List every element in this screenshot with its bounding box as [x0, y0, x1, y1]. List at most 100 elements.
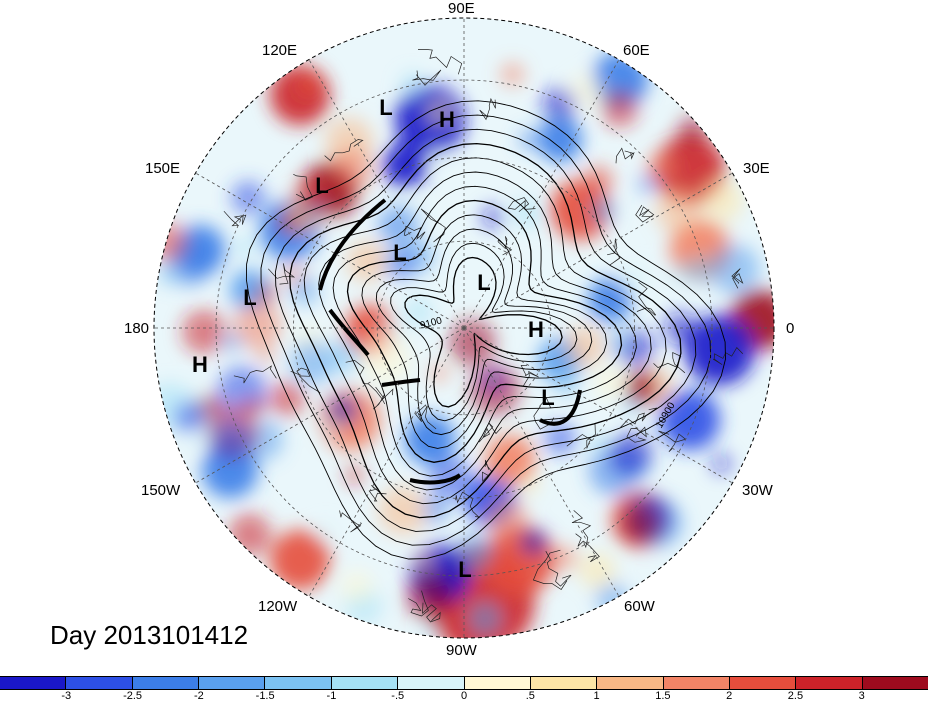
anomaly-blob [315, 521, 336, 542]
longitude-label: 30W [742, 482, 773, 499]
anomaly-blob [542, 86, 578, 123]
high-pressure-label: H [192, 352, 208, 377]
colorbar-tick-label: -2.5 [123, 690, 143, 702]
colorbar-tick-label: 2 [726, 690, 733, 702]
anomaly-blob [270, 530, 330, 590]
anomaly-blob [429, 363, 449, 383]
colorbar-tick-label: -3 [61, 690, 72, 702]
anomaly-blob [258, 347, 275, 364]
coastline [420, 208, 446, 243]
anomaly-blob [670, 263, 688, 281]
meridian-line [463, 327, 620, 597]
height-contour [390, 242, 578, 422]
anomaly-blob [563, 325, 606, 368]
anomaly-blob [158, 265, 178, 285]
latitude-circle [376, 240, 552, 416]
coastline [533, 397, 555, 430]
anomaly-blob [588, 278, 632, 322]
anomaly-blob [646, 152, 675, 182]
anomaly-blob [427, 99, 453, 124]
colorbar-box [663, 677, 730, 689]
coastline [293, 173, 313, 201]
jet-streak-contour [318, 198, 387, 291]
anomaly-blob [405, 415, 455, 465]
coastline [571, 510, 592, 549]
anomaly-blob [449, 319, 496, 366]
coastline [290, 367, 321, 394]
coastline [478, 422, 502, 443]
anomaly-blob [583, 165, 614, 196]
anomaly-blob [519, 130, 539, 150]
height-contour [332, 185, 637, 477]
longitude-label: 30E [743, 160, 770, 177]
coastline [507, 197, 536, 212]
longitude-label: 60E [623, 42, 650, 59]
meridian-line [195, 172, 465, 329]
anomaly-blob [270, 65, 330, 125]
colorbar-box [597, 677, 664, 689]
colorbar-box [66, 677, 133, 689]
colorbar-box [265, 677, 332, 689]
low-pressure-label: L [379, 95, 393, 120]
height-contour [260, 114, 712, 546]
height-contour [361, 214, 608, 449]
meridian-line [463, 327, 733, 484]
meridian-line [463, 59, 620, 329]
coastline [417, 49, 463, 75]
height-contour [375, 228, 593, 436]
longitude-label: 0 [786, 320, 795, 337]
low-pressure-label: L [243, 285, 257, 310]
latitude-circle [293, 157, 635, 499]
colorbar-box [199, 677, 266, 689]
colorbar-box [0, 677, 67, 689]
anomaly-blob [519, 528, 548, 556]
anomaly-blob [378, 486, 428, 535]
longitude-label: 120W [258, 598, 298, 615]
coastline [712, 347, 744, 365]
anomaly-blob [228, 513, 272, 557]
colorbar-ticks: -3 -2.5 -2 -1.5 -1 -.5 0 .5 1 1.5 2 2.5 3 [0, 690, 928, 702]
anomaly-blob [234, 236, 256, 258]
anomaly-blob [174, 401, 206, 434]
colorbar-box [796, 677, 863, 689]
colorbar-tick-label: 0 [460, 690, 468, 702]
anomaly-blob [323, 419, 340, 436]
coastline [636, 281, 657, 316]
anomaly-blob [660, 390, 720, 450]
anomaly-field [154, 18, 774, 638]
colorbar-tick-label: -2 [193, 690, 204, 702]
colorbar-tick-label: 3 [858, 690, 865, 702]
anomaly-blob [606, 330, 628, 352]
jet-streak-contour [328, 308, 370, 357]
anomaly-blob [555, 375, 578, 397]
anomaly-blob [233, 301, 282, 349]
anomaly-blob [181, 309, 227, 355]
coastline [607, 238, 621, 266]
anomaly-blob [538, 118, 582, 162]
anomaly-blob [578, 552, 616, 589]
anomaly-blob [608, 432, 652, 476]
coastline [345, 360, 386, 405]
anomaly-blob [655, 188, 701, 234]
high-pressure-label: H [439, 107, 455, 132]
anomaly-blob [231, 180, 266, 215]
anomaly-blob [483, 370, 503, 390]
low-pressure-label: L [477, 270, 491, 295]
anomaly-blob [240, 400, 258, 417]
anomaly-blob [709, 244, 760, 294]
anomaly-blob [377, 205, 419, 246]
map-title: Day 2013101412 [50, 620, 249, 650]
anomaly-blob [255, 282, 277, 303]
meridian-line [463, 172, 733, 329]
anomaly-blob [621, 506, 659, 544]
colorbar [0, 676, 928, 690]
anomaly-blob [321, 176, 349, 204]
anomaly-blob [327, 339, 362, 374]
coastline [268, 263, 296, 285]
colorbar-tick-label: -.5 [391, 690, 405, 702]
height-contour [346, 199, 623, 463]
longitude-label: 150W [141, 482, 181, 499]
coastline [635, 204, 655, 223]
anomaly-blob [414, 551, 436, 573]
coastline [339, 510, 362, 533]
